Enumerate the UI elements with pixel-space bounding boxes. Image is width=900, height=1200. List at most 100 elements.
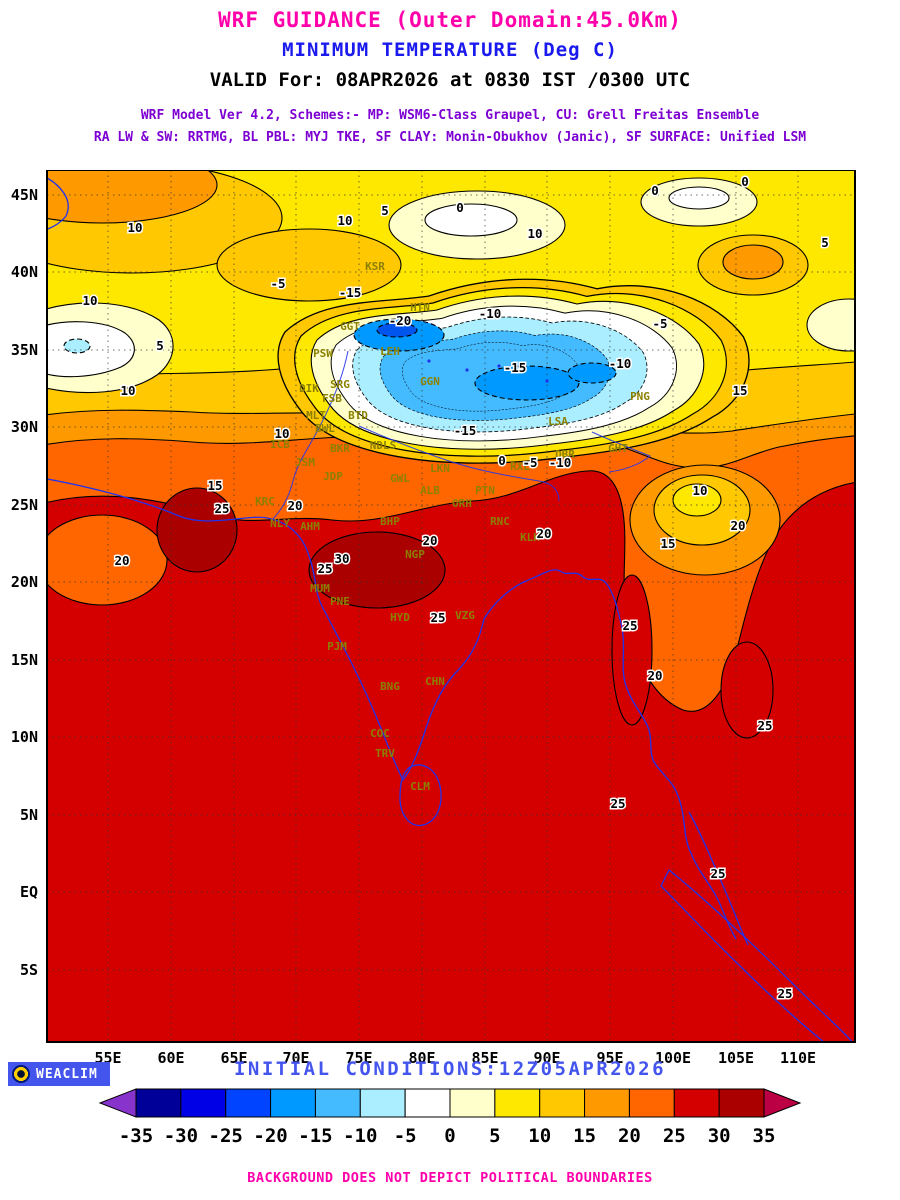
city-label: HYD — [390, 611, 410, 624]
contour-label: 15 — [660, 536, 675, 551]
city-label: LSA — [548, 415, 568, 428]
colorbar-tick-label: 5 — [489, 1125, 500, 1147]
colorbar-tick-label: 0 — [444, 1125, 455, 1147]
colorbar-segment — [494, 1088, 541, 1118]
lon-tick-label: 65E — [220, 1049, 247, 1067]
contour-label: 20 — [536, 526, 551, 541]
page-subtitle: MINIMUM TEMPERATURE (Deg C) — [282, 39, 618, 61]
lon-tick-label: 90E — [533, 1049, 560, 1067]
lat-tick-label: 10N — [11, 728, 38, 746]
lat-tick-label: 5N — [20, 806, 38, 824]
colorbar-segment — [404, 1088, 451, 1118]
colorbar-segment — [314, 1088, 361, 1118]
cold-pocket-iran-core — [47, 322, 134, 377]
contour-label: 30 — [334, 551, 349, 566]
colorbar-tick-label: -35 — [119, 1125, 153, 1147]
map-content — [47, 170, 855, 1042]
contour-label: 20 — [647, 668, 662, 683]
colorbar-segment — [539, 1088, 586, 1118]
contour-label: 0 — [498, 453, 506, 468]
colorbar-segment — [270, 1088, 316, 1118]
hot-pocket-indus — [157, 488, 237, 572]
model-scheme-line-1: WRF Model Ver 4.2, Schemes:- MP: WSM6-Cl… — [140, 108, 760, 123]
cold-core-tibet-central — [475, 366, 579, 400]
contour-label: 0 — [741, 174, 749, 189]
warm-patch-west — [47, 515, 167, 605]
orange-patch-topright — [723, 245, 783, 279]
contour-label: 25 — [430, 610, 445, 625]
model-scheme-line-2: RA LW & SW: RRTMG, BL PBL: MYJ TKE, SF C… — [93, 130, 807, 145]
city-label: BTD — [348, 409, 368, 422]
contour-label: 20 — [730, 518, 745, 533]
lat-tick-label: 5S — [20, 961, 38, 979]
contour-label: -10 — [549, 455, 572, 470]
city-label: BNG — [380, 680, 400, 693]
colorbar-segment — [718, 1088, 765, 1118]
contour-label: 25 — [622, 618, 637, 633]
contour-label: 5 — [156, 338, 164, 353]
city-label: VZG — [455, 609, 475, 622]
city-label: ORH — [452, 497, 472, 510]
city-label: PJM — [327, 640, 347, 653]
city-label: GGN — [420, 375, 440, 388]
contour-label: -15 — [454, 423, 477, 438]
lon-tick-label: 85E — [471, 1049, 498, 1067]
lat-tick-label: 30N — [11, 418, 38, 436]
city-label: DIK — [299, 382, 319, 395]
contour-label: 10 — [274, 426, 289, 441]
contour-label: 0 — [651, 183, 659, 198]
lat-tick-label: 45N — [11, 186, 38, 204]
orange-patch-topleft — [47, 170, 217, 223]
city-label: MLT — [306, 409, 326, 422]
contour-label: 20 — [287, 498, 302, 513]
contour-label: 10 — [127, 220, 142, 235]
city-label: GGT — [340, 320, 360, 333]
lake-dot — [427, 359, 431, 363]
colorbar-tick-label: -30 — [164, 1125, 198, 1147]
city-label: RXL — [510, 460, 530, 473]
weaclim-badge: WEACLIM — [8, 1062, 110, 1086]
lake-dot — [497, 364, 501, 368]
colorbar-tick-label: 15 — [573, 1125, 596, 1147]
city-label: LEH — [380, 345, 400, 358]
city-label: NDLS — [370, 439, 397, 452]
colorbar: -35 -30 -25 -20 -15 -10 -5 0 5 10 15 20 25 30 35 — [98, 1088, 802, 1147]
city-label: KSR — [365, 260, 385, 273]
city-label: PTN — [475, 484, 495, 497]
weaclim-label: WEACLIM — [36, 1066, 98, 1082]
colorbar-tick-label: 25 — [663, 1125, 686, 1147]
cold-core-minus20 — [377, 323, 417, 337]
grid-layer — [47, 170, 855, 1042]
river-indus — [272, 350, 349, 520]
colorbar-tick-label: 10 — [528, 1125, 551, 1147]
city-label: DBR — [555, 448, 575, 461]
colorbar-segment — [628, 1088, 675, 1118]
contour-label: 25 — [757, 718, 772, 733]
page-title: WRF GUIDANCE (Outer Domain:45.0Km) — [218, 8, 682, 32]
lat-tick-label: 35N — [11, 341, 38, 359]
amber-patch-topmid — [217, 229, 401, 301]
city-label: GWL — [390, 472, 410, 485]
contour-label: 15 — [732, 383, 747, 398]
temperature-map: 55E 60E 65E 70E 75E 80E 85E 90E 95E 100E 105E 110E4… — [11, 170, 856, 1067]
contour-label: 25 — [610, 796, 625, 811]
colorbar-segment — [673, 1088, 720, 1118]
hot-strip-thailand — [721, 642, 773, 738]
lon-tick-label: 70E — [282, 1049, 309, 1067]
city-label: FSB — [322, 392, 342, 405]
coastline-main — [47, 478, 737, 940]
contour-label: 25 — [317, 561, 332, 576]
lon-tick-label: 110E — [780, 1049, 816, 1067]
contour-label: 25 — [777, 986, 792, 1001]
city-label: BKR — [330, 442, 350, 455]
cold-pocket-tienshan-core — [425, 204, 517, 236]
city-label: KRC — [255, 495, 275, 508]
colorbar-tick-label: -15 — [298, 1125, 332, 1147]
contour-label: 15 — [207, 478, 222, 493]
contour-label: 20 — [422, 533, 437, 548]
city-label: GHT — [608, 442, 628, 455]
contour-label: -10 — [479, 306, 502, 321]
contour-label: 10 — [337, 213, 352, 228]
initial-conditions-text: INITIAL CONDITIONS:12Z05APR2026 — [233, 1058, 667, 1080]
